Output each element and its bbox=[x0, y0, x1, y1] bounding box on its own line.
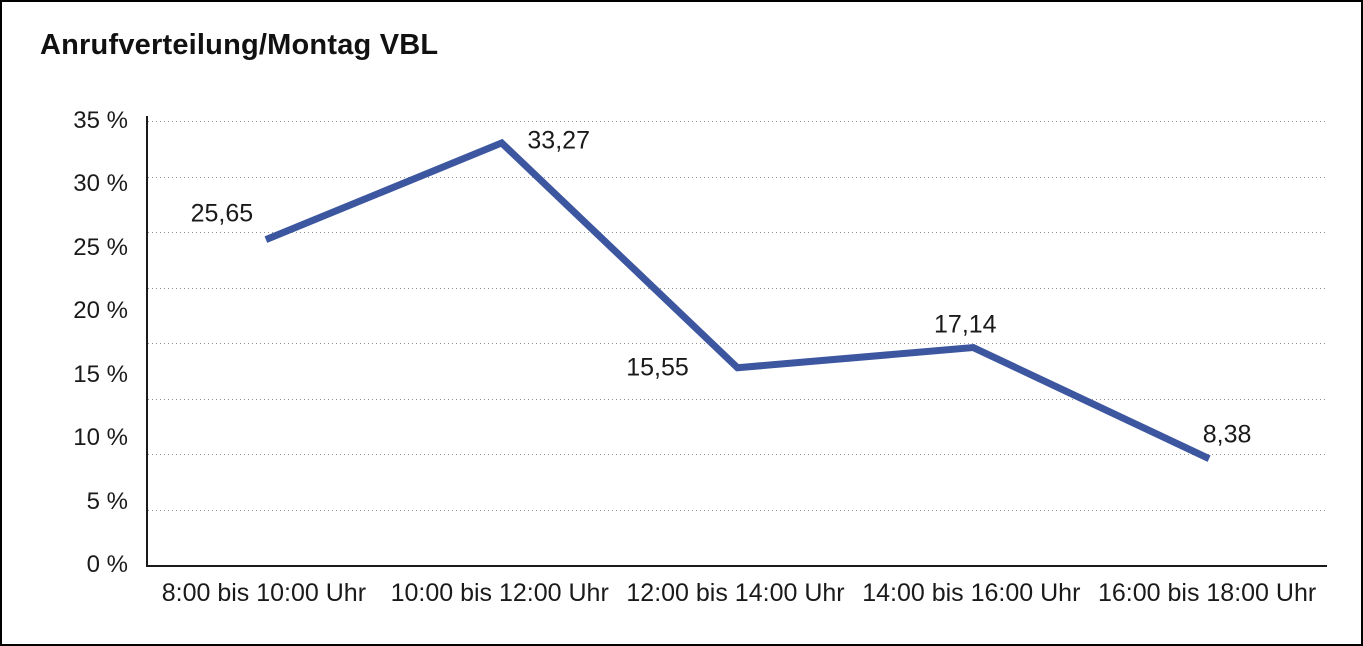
y-axis-tick-label: 30 % bbox=[73, 170, 128, 198]
gridline bbox=[148, 509, 1327, 511]
data-point-label: 25,65 bbox=[190, 199, 254, 228]
data-point-label: 15,55 bbox=[626, 353, 689, 382]
gridline bbox=[148, 176, 1327, 178]
gridline bbox=[148, 121, 1327, 122]
data-point-label: 33,27 bbox=[527, 126, 590, 155]
series-line-path bbox=[264, 138, 1211, 462]
y-axis-tick-label: 10 % bbox=[73, 424, 128, 452]
chart-title: Anrufverteilung/Montag VBL bbox=[40, 29, 439, 61]
gridline bbox=[148, 343, 1327, 344]
x-axis-tick-label: 8:00 bis 10:00 Uhr bbox=[161, 579, 367, 607]
y-axis-tick-label: 0 % bbox=[86, 551, 128, 578]
y-axis-tick-label: 20 % bbox=[73, 297, 128, 325]
x-axis-tick-label: 16:00 bis 18:00 Uhr bbox=[1097, 579, 1317, 607]
y-axis-tick-label: 5 % bbox=[86, 487, 128, 515]
plot-area bbox=[146, 116, 1327, 567]
x-axis-tick-label: 10:00 bis 12:00 Uhr bbox=[390, 579, 609, 607]
y-axis-tick-label: 15 % bbox=[73, 360, 128, 388]
data-point-label: 17,14 bbox=[934, 310, 997, 339]
x-axis-tick-label: 14:00 bis 16:00 Uhr bbox=[862, 579, 1081, 607]
gridline bbox=[148, 287, 1327, 289]
series-line bbox=[264, 138, 1211, 462]
gridline bbox=[148, 398, 1327, 400]
x-axis-tick-label: 12:00 bis 14:00 Uhr bbox=[626, 579, 845, 607]
y-axis-tick-label: 35 % bbox=[73, 107, 128, 134]
y-axis-tick-label: 25 % bbox=[73, 233, 128, 261]
gridline bbox=[148, 454, 1327, 455]
gridline bbox=[148, 232, 1327, 233]
data-point-label: 8,38 bbox=[1202, 420, 1252, 449]
